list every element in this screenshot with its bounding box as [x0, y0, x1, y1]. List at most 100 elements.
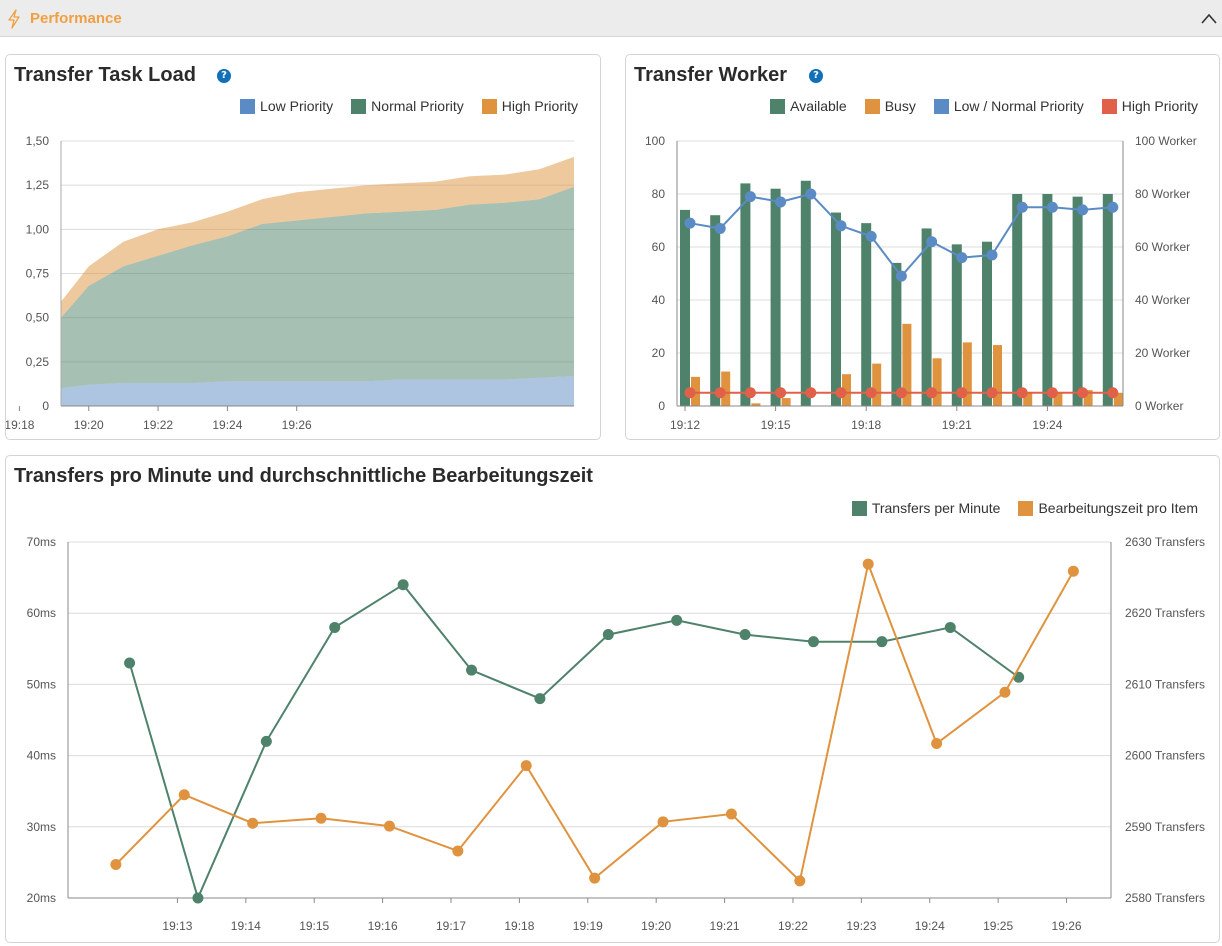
point-bearbeitungszeit-pro-item	[725, 808, 737, 820]
y-tick-label: 0,75	[26, 267, 50, 281]
area-low-priority	[61, 376, 574, 406]
point-low-normal-priority	[1077, 204, 1089, 216]
y-tick-label: 100	[645, 134, 665, 148]
point-high-priority	[805, 387, 817, 399]
bar-available	[1072, 196, 1083, 406]
point-transfers-per-minute	[739, 629, 751, 641]
legend-item-high-priority[interactable]: High Priority	[481, 98, 578, 114]
bar-busy	[1083, 390, 1093, 406]
point-transfers-per-minute	[876, 636, 888, 648]
y-tick-label: 0	[658, 399, 665, 413]
panel-title: Transfer Task Load	[14, 64, 196, 86]
legend-swatch	[240, 98, 256, 114]
x-tick-label: 19:22	[143, 418, 173, 432]
point-low-normal-priority	[895, 270, 907, 282]
help-icon[interactable]: ?	[809, 69, 823, 83]
task-load-chart: 00,250,500,751,001,251,5019:1419:1619:18…	[6, 134, 574, 432]
legend-item-available[interactable]: Available	[770, 98, 847, 114]
bar-busy	[781, 398, 791, 406]
point-high-priority	[1077, 387, 1089, 399]
x-tick-label: 19:13	[162, 919, 192, 933]
bar-available	[921, 228, 932, 406]
bar-busy	[932, 358, 942, 406]
point-transfers-per-minute	[260, 735, 272, 747]
bar-busy	[1113, 392, 1123, 406]
x-tick-label: 19:15	[761, 418, 791, 432]
help-icon[interactable]: ?	[217, 69, 231, 83]
point-transfers-per-minute	[192, 892, 204, 904]
legend-swatch	[864, 98, 880, 114]
bar-available	[1102, 194, 1113, 406]
point-transfers-per-minute	[944, 621, 956, 633]
performance-header[interactable]: Performance	[0, 0, 1222, 37]
legend-item-bearbeitungszeit[interactable]: Bearbeitungszeit pro Item	[1018, 500, 1198, 516]
area-high-priority	[61, 156, 574, 318]
x-tick-label: 19:18	[851, 418, 881, 432]
x-tick-label: 19:24	[915, 919, 945, 933]
point-bearbeitungszeit-pro-item	[520, 760, 532, 772]
point-transfers-per-minute	[602, 629, 614, 641]
y-tick-label: 60	[652, 240, 666, 254]
legend-item-low-priority[interactable]: Low Priority	[240, 98, 333, 114]
line-transfers-per-minute	[128, 583, 1020, 901]
y2-tick-label: 2620 Transfers	[1125, 606, 1205, 620]
x-tick-label: 19:20	[641, 919, 671, 933]
y2-tick-label: 2580 Transfers	[1125, 891, 1205, 905]
panel-title: Transfers pro Minute und durchschnittlic…	[14, 465, 593, 487]
legend-item-busy[interactable]: Busy	[864, 98, 916, 114]
x-tick-label: 19:16	[368, 919, 398, 933]
legend-item-transfers-per-minute[interactable]: Transfers per Minute	[851, 500, 1000, 516]
point-high-priority	[1016, 387, 1028, 399]
legend-swatch	[1018, 500, 1034, 516]
bar-busy	[962, 342, 972, 406]
y-tick-label: 1,25	[26, 178, 50, 192]
x-tick-label: 19:26	[1052, 919, 1082, 933]
x-tick-label: 19:24	[1032, 418, 1062, 432]
x-tick-label: 19:21	[942, 418, 972, 432]
point-high-priority	[835, 387, 847, 399]
y-tick-label: 80	[652, 187, 666, 201]
bar-busy	[691, 376, 700, 406]
bar-busy	[902, 323, 912, 406]
x-tick-label: 19:23	[846, 919, 876, 933]
y2-tick-label: 2600 Transfers	[1125, 749, 1205, 763]
x-tick-label: 19:15	[299, 919, 329, 933]
legend-item-low-normal-priority[interactable]: Low / Normal Priority	[933, 98, 1084, 114]
legend-item-normal-priority[interactable]: Normal Priority	[351, 98, 464, 114]
x-tick-label: 19:18	[504, 919, 534, 933]
bar-available	[861, 223, 872, 406]
bar-available	[951, 244, 962, 406]
transfers-chart: 20ms 2580 Transfers 30ms 2590 Transfers 40ms…	[27, 535, 1205, 933]
chevron-up-icon[interactable]	[1200, 10, 1218, 28]
bar-available	[800, 180, 811, 406]
point-low-normal-priority	[1046, 201, 1058, 213]
bar-available	[831, 212, 841, 406]
point-transfers-per-minute	[397, 579, 409, 591]
point-bearbeitungszeit-pro-item	[862, 558, 874, 570]
y-tick-label: 0,50	[26, 311, 50, 325]
point-high-priority	[1046, 387, 1058, 399]
bolt-icon	[8, 9, 20, 29]
point-bearbeitungszeit-pro-item	[999, 686, 1011, 698]
bar-available	[1012, 194, 1023, 406]
point-high-priority	[865, 387, 877, 399]
y2-tick-label: 2610 Transfers	[1125, 677, 1205, 691]
y2-tick-label: 100 Worker	[1135, 134, 1197, 148]
legend-item-high-priority[interactable]: High Priority	[1101, 98, 1198, 114]
bar-busy	[872, 363, 882, 406]
bar-busy	[1053, 392, 1063, 406]
point-low-normal-priority	[684, 217, 696, 229]
point-bearbeitungszeit-pro-item	[315, 812, 327, 824]
x-tick-label: 19:12	[670, 418, 700, 432]
point-bearbeitungszeit-pro-item	[931, 737, 943, 749]
task-load-panel: Transfer Task Load ? Low Priority Normal…	[5, 54, 601, 440]
bar-available	[982, 241, 992, 406]
y2-tick-label: 20 Worker	[1135, 346, 1190, 360]
bar-busy	[751, 403, 761, 406]
legend-swatch	[933, 98, 949, 114]
point-bearbeitungszeit-pro-item	[657, 816, 669, 828]
point-transfers-per-minute	[124, 657, 136, 669]
y-tick-label: 1,00	[26, 222, 50, 236]
x-tick-label: 19:20	[74, 418, 104, 432]
point-bearbeitungszeit-pro-item	[589, 872, 601, 884]
